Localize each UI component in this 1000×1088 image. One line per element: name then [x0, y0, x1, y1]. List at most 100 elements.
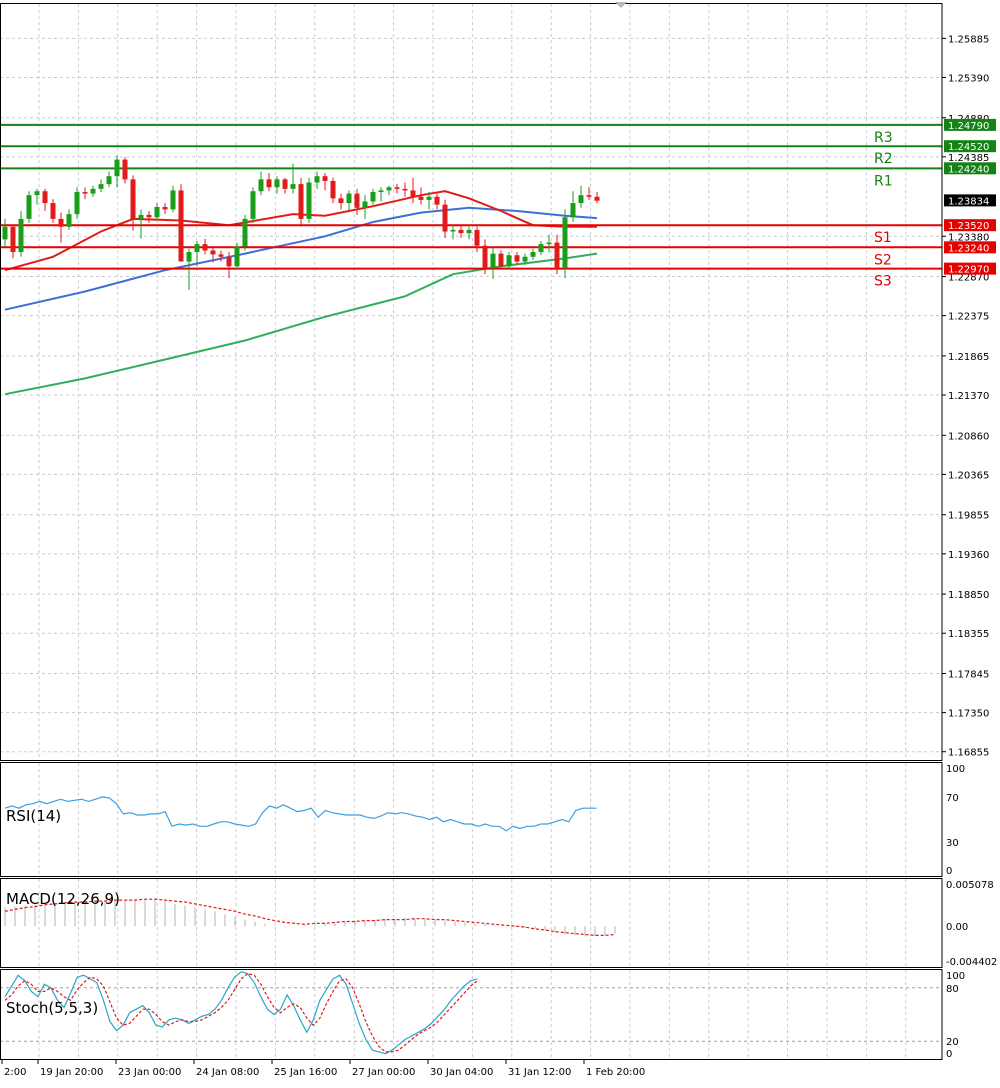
candle-body — [114, 159, 120, 177]
candle-body — [274, 179, 280, 188]
candle-body — [242, 218, 248, 247]
candle — [82, 187, 88, 200]
candle-body — [578, 195, 584, 204]
macd-pane[interactable]: MACD(12,26,9) — [4, 890, 616, 937]
candle — [346, 190, 352, 213]
candle-body — [250, 191, 256, 219]
price-tick-label: 1.18355 — [948, 629, 989, 640]
candle — [458, 225, 464, 238]
candle-body — [570, 203, 576, 218]
candle — [98, 179, 104, 193]
candle-body — [522, 256, 528, 262]
candle-body — [458, 229, 464, 234]
candle-body — [2, 226, 8, 240]
candle-body — [82, 192, 88, 194]
candle — [50, 199, 56, 223]
candle — [18, 210, 24, 257]
price-tick-label: 1.20365 — [948, 470, 989, 481]
candle-body — [498, 253, 504, 267]
stoch-tick-label: 100 — [946, 971, 965, 982]
candle — [570, 191, 576, 223]
price-pane[interactable]: R3 R2 R1 S1 S2 S3 — [0, 123, 942, 396]
candle — [418, 187, 424, 205]
candle — [66, 209, 72, 230]
time-tick-label: 1 Feb 20:00 — [586, 1067, 645, 1078]
candle — [354, 188, 360, 215]
candle-body — [10, 226, 16, 253]
macd-label: MACD(12,26,9) — [6, 890, 120, 908]
candle — [370, 188, 376, 205]
candle-body — [74, 192, 80, 215]
macd-tick-label: 0.005078 — [946, 880, 994, 891]
candle-body — [546, 242, 552, 245]
candle — [58, 212, 64, 243]
current-price-label: 1.23834 — [948, 196, 989, 207]
rsi-label: RSI(14) — [6, 807, 61, 825]
price-tick-label: 1.20860 — [948, 431, 989, 442]
candle-body — [98, 184, 104, 189]
pane-frame-rsi — [0, 762, 943, 877]
macd-tick-label: 0.00 — [946, 922, 968, 933]
level-price-tag — [944, 118, 996, 131]
stoch-pane[interactable]: Stoch(5,5,3) — [0, 971, 942, 1055]
candle-body — [394, 187, 400, 189]
candle-body — [482, 245, 488, 268]
candle — [74, 187, 80, 219]
candle — [218, 250, 224, 262]
rsi-tick-label: 70 — [946, 793, 959, 804]
stoch-tick-label: 20 — [946, 1037, 959, 1048]
price-tick-label: 1.23380 — [948, 232, 989, 243]
candle-body — [162, 207, 168, 210]
candle — [434, 193, 440, 210]
stoch-label: Stoch(5,5,3) — [6, 999, 98, 1017]
candle — [250, 187, 256, 223]
candle-body — [18, 218, 24, 253]
rsi-tick-label: 30 — [946, 838, 959, 849]
candle — [482, 239, 488, 275]
level-price-label: 1.24240 — [948, 164, 989, 175]
price-tick-label: 1.25885 — [948, 34, 989, 45]
candle-body — [282, 179, 288, 189]
pivot-levels: R3 R2 R1 S1 S2 S3 — [0, 123, 942, 290]
candle — [178, 184, 184, 262]
macd-signal-line — [4, 898, 616, 936]
axis-price-tags: 1.24790 1.24520 1.24240 1.23520 1.23240 1.229… — [944, 118, 996, 276]
time-tick-label: 27 Jan 00:00 — [352, 1067, 415, 1078]
scroll-shift-icon[interactable] — [615, 2, 627, 8]
candle-body — [370, 192, 376, 202]
level-price-tag — [944, 241, 996, 254]
time-axis: 2:00 19 Jan 20:00 23 Jan 00:00 24 Jan 08:00… — [1, 1059, 645, 1078]
candle-body — [210, 250, 216, 255]
ma-mid-line — [4, 206, 598, 311]
candle-body — [554, 242, 560, 268]
grid-lines — [0, 4, 942, 1059]
price-tick-label: 1.17350 — [948, 709, 989, 720]
candle-body — [594, 196, 600, 201]
candle — [258, 171, 264, 196]
candle-body — [402, 188, 408, 191]
candle — [522, 253, 528, 265]
stoch-main-line — [4, 971, 478, 1055]
price-tick-label: 1.18850 — [948, 590, 989, 601]
candle-body — [338, 198, 344, 204]
level-price-label: 1.24790 — [948, 121, 989, 132]
candle — [474, 226, 480, 253]
candle — [242, 214, 248, 251]
time-tick-label: 25 Jan 16:00 — [274, 1067, 337, 1078]
candle — [530, 248, 536, 260]
candle-body — [234, 246, 240, 267]
price-tick-label: 1.25390 — [948, 73, 989, 84]
rsi-pane[interactable]: RSI(14) — [4, 796, 597, 832]
candle — [138, 209, 144, 239]
candle-body — [586, 195, 592, 197]
candle-body — [66, 214, 72, 227]
candle — [514, 252, 520, 265]
candle-body — [106, 176, 112, 185]
current-price-tag — [944, 194, 996, 207]
level-name-s3: S3 — [874, 274, 892, 290]
pane-frame-macd — [0, 878, 943, 968]
level-name-r3: R3 — [874, 130, 893, 146]
candle-body — [50, 203, 56, 219]
candle-body — [354, 193, 360, 208]
